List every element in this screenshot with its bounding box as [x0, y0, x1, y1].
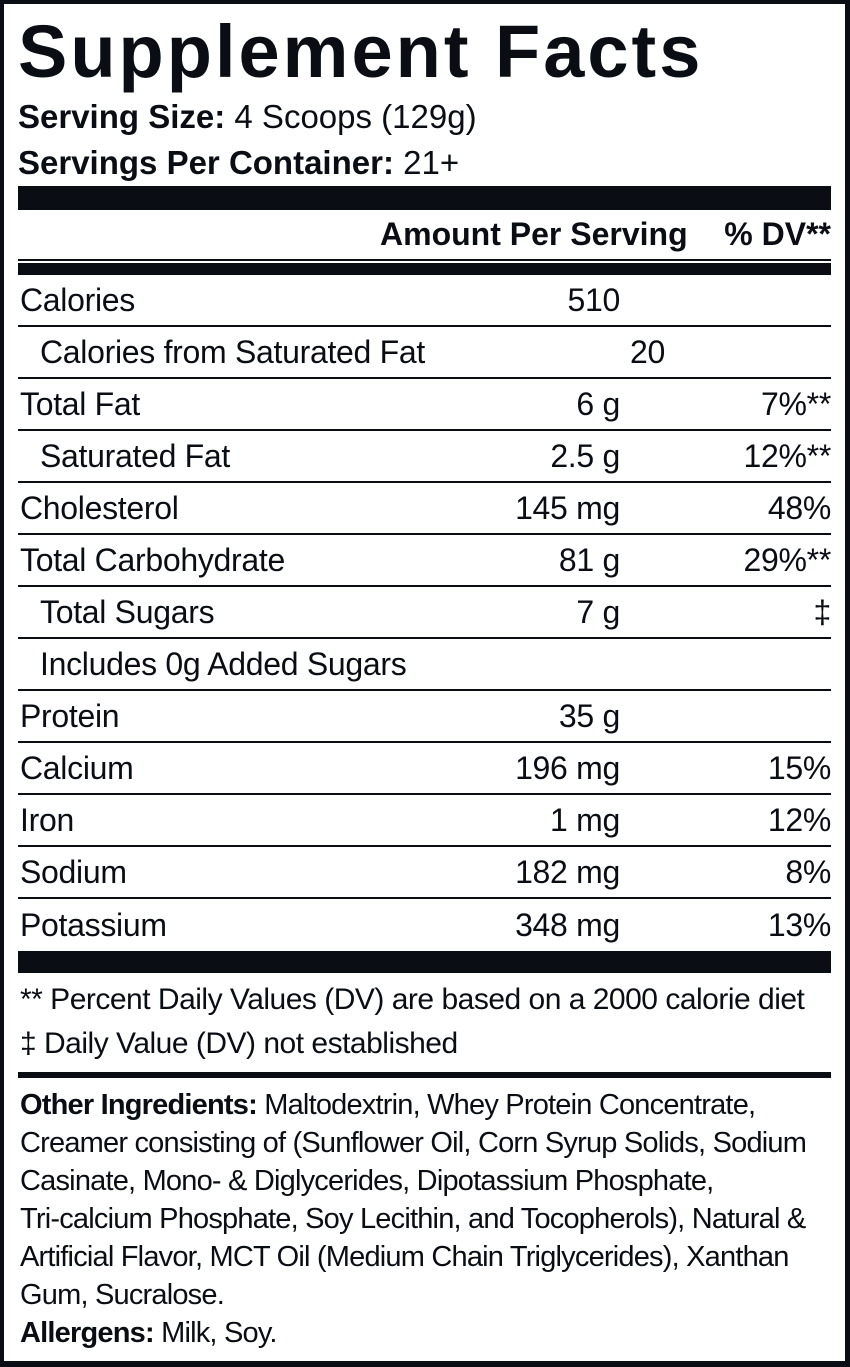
- nutrient-row-calcium: Calcium 196 mg 15%: [18, 743, 831, 795]
- nutrient-amount: 1 mg: [550, 801, 620, 838]
- nutrient-row-protein: Protein 35 g: [18, 691, 831, 743]
- servings-per-container-label: Servings Per Container:: [18, 144, 394, 181]
- other-ingredients-line: Other Ingredients: Maltodextrin, Whey Pr…: [20, 1086, 831, 1124]
- allergens-label: Allergens:: [20, 1317, 155, 1349]
- divider-bar-under-header: [18, 263, 831, 275]
- nutrient-name: Cholesterol: [20, 489, 179, 526]
- nutrient-dv: 7%**: [761, 385, 831, 422]
- nutrient-name: Includes 0g Added Sugars: [40, 645, 407, 682]
- nutrient-row-saturated-fat: Saturated Fat 2.5 g 12%**: [18, 431, 831, 483]
- header-amount-per-serving: Amount Per Serving: [380, 216, 688, 252]
- nutrient-row-sodium: Sodium 182 mg 8%: [18, 847, 831, 899]
- nutrient-amount: 20: [629, 333, 665, 370]
- nutrient-name: Iron: [20, 801, 74, 838]
- nutrient-amount: 145 mg: [515, 489, 620, 526]
- other-ingredients-text: Maltodextrin, Whey Protein Concentrate,: [264, 1089, 756, 1121]
- allergens-value: Milk, Soy.: [161, 1317, 277, 1349]
- nutrient-amount: 2.5 g: [550, 437, 620, 474]
- divider-bar-top: [18, 186, 831, 210]
- nutrient-name: Saturated Fat: [40, 437, 230, 474]
- other-ingredients-line: Artificial Flavor, MCT Oil (Medium Chain…: [20, 1241, 789, 1273]
- nutrient-amount: 35 g: [558, 697, 620, 734]
- nutrient-name: Calcium: [20, 749, 134, 786]
- nutrient-amount: 182 mg: [515, 853, 620, 890]
- nutrient-amount: 7 g: [576, 593, 620, 630]
- nutrient-row-potassium: Potassium 348 mg 13%: [18, 899, 831, 951]
- nutrient-row-cholesterol: Cholesterol 145 mg 48%: [18, 483, 831, 535]
- nutrient-row-added-sugars: Includes 0g Added Sugars: [18, 639, 831, 691]
- nutrient-amount: 196 mg: [515, 749, 620, 786]
- nutrient-name: Potassium: [20, 906, 167, 943]
- footnote-dv-not-established: ‡ Daily Value (DV) not established: [20, 1027, 458, 1060]
- header-percent-dv: % DV**: [724, 216, 831, 252]
- nutrient-amount: 348 mg: [515, 906, 620, 943]
- nutrient-row-total-sugars: Total Sugars 7 g ‡: [18, 587, 831, 639]
- nutrient-dv: 8%: [785, 853, 831, 890]
- other-ingredients-line: Tri-calcium Phosphate, Soy Lecithin, and…: [20, 1203, 806, 1235]
- other-ingredients-line: Casinate, Mono- & Diglycerides, Dipotass…: [20, 1165, 714, 1197]
- servings-per-container-line: Servings Per Container: 21+: [18, 140, 831, 186]
- nutrient-name: Total Fat: [20, 385, 141, 422]
- nutrient-row-calories-from-saturated-fat: Calories from Saturated Fat 20: [18, 327, 831, 379]
- nutrient-dv: 12%: [767, 801, 831, 838]
- nutrient-name: Protein: [20, 697, 120, 734]
- column-header-row: Amount Per Serving % DV**: [18, 210, 831, 261]
- other-ingredients-line: Creamer consisting of (Sunflower Oil, Co…: [20, 1127, 807, 1159]
- nutrient-amount: 6 g: [576, 385, 620, 422]
- nutrient-name: Total Sugars: [40, 593, 215, 630]
- other-ingredients-section: Other Ingredients: Maltodextrin, Whey Pr…: [18, 1086, 831, 1352]
- nutrient-name: Calories from Saturated Fat: [40, 333, 425, 370]
- nutrient-dv: 29%**: [743, 541, 832, 578]
- nutrient-dv: ‡: [813, 593, 832, 630]
- serving-size-line: Serving Size: 4 Scoops (129g): [18, 94, 831, 140]
- nutrient-row-total-carbohydrate: Total Carbohydrate 81 g 29%**: [18, 535, 831, 587]
- serving-size-label: Serving Size:: [18, 98, 226, 135]
- allergens-line: Allergens: Milk, Soy.: [20, 1314, 831, 1352]
- footnotes: ** Percent Daily Values (DV) are based o…: [18, 973, 831, 1072]
- other-ingredients-label: Other Ingredients:: [20, 1089, 258, 1121]
- servings-per-container-value: 21+: [403, 144, 460, 181]
- divider-bar-above-ingredients: [18, 1072, 831, 1078]
- nutrient-dv: 48%: [767, 489, 831, 526]
- nutrient-dv: 12%**: [743, 437, 832, 474]
- label-title: Supplement Facts: [18, 10, 704, 93]
- nutrient-row-total-fat: Total Fat 6 g 7%**: [18, 379, 831, 431]
- nutrient-row-iron: Iron 1 mg 12%: [18, 795, 831, 847]
- nutrient-dv: 13%: [767, 906, 831, 943]
- nutrient-dv: 15%: [767, 749, 831, 786]
- other-ingredients-line: Gum, Sucralose.: [20, 1279, 225, 1311]
- nutrient-row-calories: Calories 510: [18, 275, 831, 327]
- nutrient-name: Total Carbohydrate: [20, 541, 285, 578]
- footnote-percent-dv: ** Percent Daily Values (DV) are based o…: [20, 983, 805, 1016]
- nutrient-amount: 510: [567, 281, 621, 318]
- nutrient-name: Sodium: [20, 853, 127, 890]
- divider-bar-above-footnotes: [18, 951, 831, 973]
- nutrient-amount: 81 g: [558, 541, 620, 578]
- serving-size-value: 4 Scoops (129g): [234, 98, 477, 135]
- nutrient-name: Calories: [20, 281, 135, 318]
